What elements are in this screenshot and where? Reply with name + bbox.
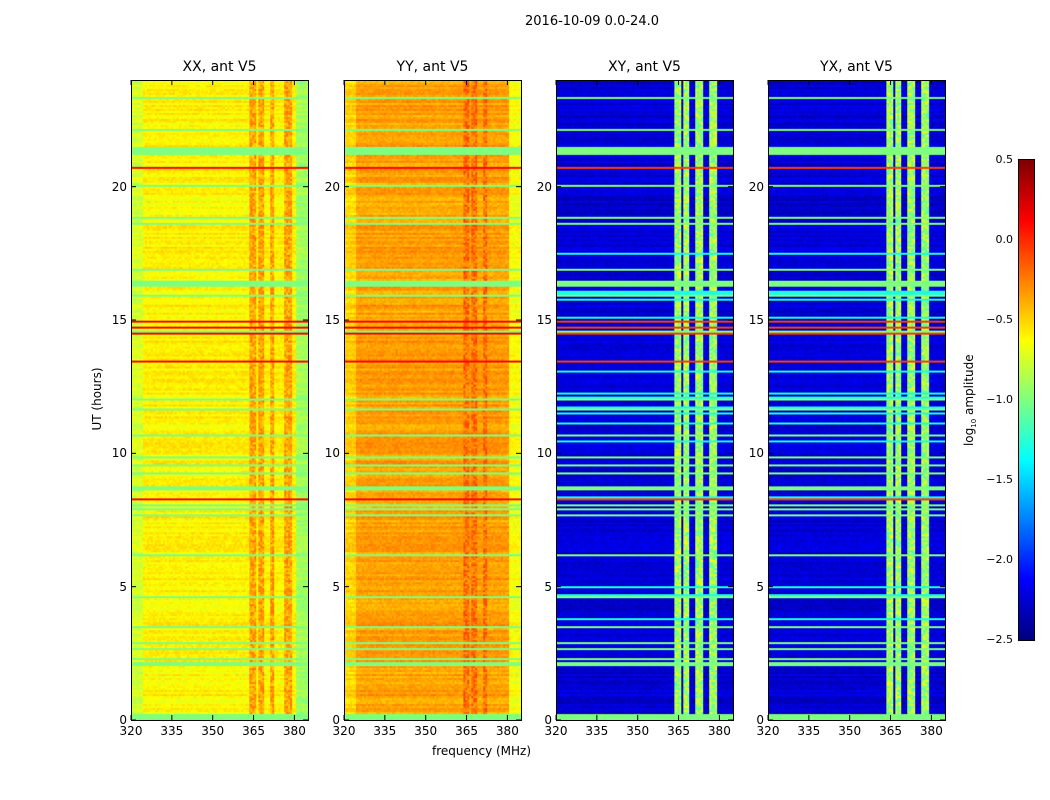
y-tick-label: 10 — [748, 446, 764, 461]
y-tick-label: 5 — [332, 579, 340, 594]
y-tick-label: 20 — [748, 179, 764, 194]
y-tick-label: 15 — [111, 313, 127, 327]
panel-title: XY, ant V5 — [608, 59, 681, 75]
colorbar — [1018, 159, 1035, 641]
x-tick-label: 350 — [414, 724, 438, 738]
colorbar-tick-label: −1.5 — [986, 473, 1013, 486]
x-tick-label: 335 — [160, 724, 184, 738]
figure-suptitle: 2016-10-09 0.0-24.0 — [525, 14, 659, 29]
y-tick-label: 15 — [536, 313, 552, 327]
y-tick-label: 15 — [748, 313, 764, 327]
panel-title: YY, ant V5 — [396, 59, 469, 75]
x-tick-label: 365 — [455, 724, 478, 738]
x-tick-label: 365 — [879, 724, 902, 738]
y-tick-label: 0 — [332, 713, 340, 727]
panel-title: YX, ant V5 — [820, 59, 893, 75]
x-tick-label: 350 — [838, 724, 862, 738]
colorbar-tick-label: 0.5 — [995, 153, 1014, 166]
y-tick-label: 20 — [536, 179, 552, 194]
x-tick-label: 365 — [242, 724, 265, 738]
y-tick-label: 5 — [544, 579, 552, 594]
y-tick-label: 10 — [111, 446, 127, 461]
x-tick-label: 380 — [707, 724, 731, 738]
x-tick-label: 380 — [282, 724, 306, 738]
colorbar-tick-label: 0.0 — [995, 233, 1014, 246]
heatmap-yy — [344, 80, 522, 721]
colorbar-tick-label: −1.0 — [986, 393, 1013, 406]
x-tick-label: 380 — [495, 724, 519, 738]
x-tick-label: 365 — [667, 724, 690, 738]
heatmap-yx — [768, 80, 946, 721]
x-axis-label: frequency (MHz) — [432, 744, 532, 758]
colorbar-tick-label: −2.0 — [986, 553, 1013, 566]
heatmap-xy — [556, 80, 734, 721]
x-tick-label: 380 — [919, 724, 943, 738]
y-tick-label: 10 — [324, 446, 340, 461]
x-tick-label: 320 — [119, 724, 143, 738]
x-tick-label: 320 — [756, 724, 780, 738]
y-tick-label: 20 — [111, 179, 127, 194]
y-tick-label: 0 — [544, 713, 552, 727]
y-tick-label: 10 — [536, 446, 552, 461]
x-tick-label: 335 — [373, 724, 397, 738]
panel-title: XX, ant V5 — [182, 59, 257, 75]
y-tick-label: 15 — [324, 313, 340, 327]
x-tick-label: 350 — [626, 724, 650, 738]
x-tick-label: 350 — [201, 724, 225, 738]
y-tick-label: 20 — [324, 179, 340, 194]
y-tick-label: 0 — [756, 713, 764, 727]
x-tick-label: 335 — [797, 724, 821, 738]
x-tick-label: 335 — [585, 724, 609, 738]
y-tick-label: 5 — [119, 579, 127, 594]
heatmap-xx — [131, 80, 309, 721]
colorbar-tick-label: −2.5 — [986, 633, 1013, 646]
y-tick-label: 0 — [119, 713, 127, 727]
x-tick-label: 320 — [544, 724, 568, 738]
colorbar-tick-label: −0.5 — [986, 313, 1013, 326]
y-tick-label: 5 — [756, 579, 764, 594]
x-tick-label: 320 — [332, 724, 356, 738]
